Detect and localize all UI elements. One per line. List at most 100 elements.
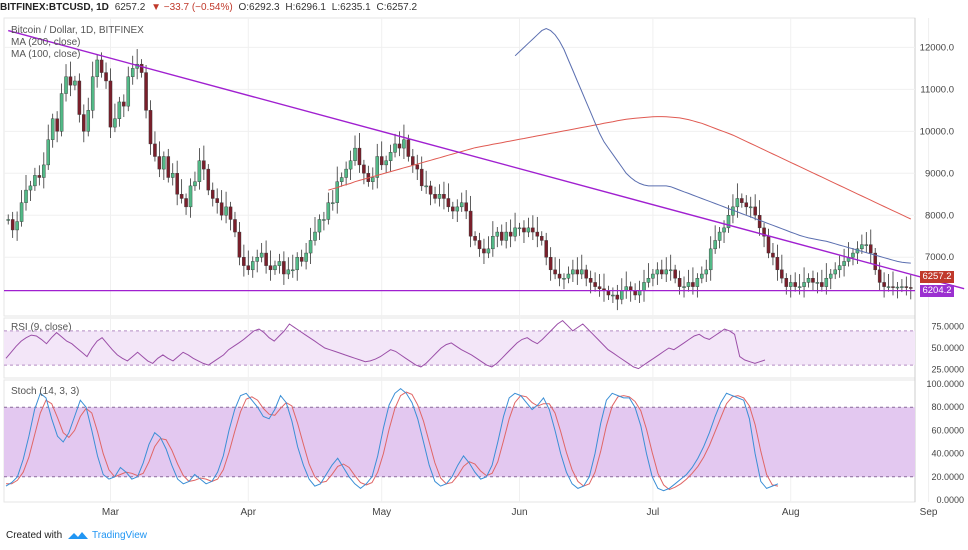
candle-body <box>286 269 291 275</box>
candle-body <box>526 227 531 233</box>
candle-body <box>482 248 486 254</box>
rsi-tick-label: 50.0000 <box>931 343 964 353</box>
price-tick-label: 11000.0 <box>920 84 954 95</box>
stoch-tick-label: 0.0000 <box>936 495 964 505</box>
candle-body <box>19 202 24 222</box>
open-value: O:6292.3 <box>238 2 280 13</box>
candle-body <box>473 236 477 241</box>
price-pane[interactable] <box>3 17 916 317</box>
candle-body <box>419 168 424 187</box>
x-tick-label: Sep <box>920 507 938 518</box>
candle-body <box>837 265 842 271</box>
candle-body <box>664 269 668 275</box>
candle-body <box>331 202 335 204</box>
candle-body <box>277 261 282 266</box>
candle-body <box>148 110 153 145</box>
candle-body <box>348 160 353 170</box>
x-tick-label: Jun <box>511 507 527 518</box>
candle-body <box>562 278 566 280</box>
tradingview-logo-icon <box>68 532 88 539</box>
candle-body <box>553 269 557 275</box>
candle-body <box>415 164 420 170</box>
candle-body <box>95 59 99 77</box>
stoch-tick-label: 60.0000 <box>931 425 964 435</box>
candle-body <box>788 282 793 287</box>
candle-body <box>660 269 664 275</box>
candle-body <box>313 231 317 241</box>
candle-body <box>197 160 202 182</box>
stoch-k-line <box>5 387 779 492</box>
candle-body <box>82 114 86 132</box>
candle-body <box>86 110 91 132</box>
support-price-tag: 6204.2 <box>920 285 954 297</box>
candle-body <box>317 219 322 233</box>
candle-body <box>833 269 837 275</box>
candle-body <box>748 206 753 209</box>
legend-ma100: MA (100, close) <box>11 49 81 60</box>
candle-body <box>860 244 864 250</box>
candle-body <box>762 227 766 237</box>
candle-body <box>882 282 886 287</box>
candle-body <box>424 185 428 188</box>
candle-body <box>224 206 228 216</box>
candle-body <box>397 143 402 149</box>
candle-body <box>513 227 517 237</box>
candle-body <box>544 240 548 258</box>
legend-title: Bitcoin / Dollar, 1D, BITFINEX <box>11 25 144 36</box>
x-tick-label: Aug <box>782 507 800 518</box>
candle-body <box>362 164 366 174</box>
candle-body <box>909 287 913 289</box>
candle-body <box>531 227 535 233</box>
stoch-tick-label: 20.0000 <box>931 472 964 482</box>
candle-body <box>775 257 780 271</box>
candle-body <box>900 286 904 288</box>
legend-stoch: Stoch (14, 3, 3) <box>11 386 80 397</box>
ma200-line <box>328 116 912 220</box>
candle-body <box>637 290 642 296</box>
candle-body <box>713 240 717 250</box>
tradingview-link[interactable]: TradingView <box>92 530 148 541</box>
candle-body <box>68 76 73 86</box>
candle-body <box>433 194 437 199</box>
candle-body <box>735 198 740 208</box>
candle-body <box>193 181 197 187</box>
candle-body <box>593 282 597 287</box>
candle-body <box>842 261 846 266</box>
candle-body <box>517 227 522 230</box>
candle-body <box>744 202 749 208</box>
candle-body <box>539 236 544 241</box>
rsi-tick-label: 75.0000 <box>931 322 964 332</box>
candle-body <box>339 177 344 182</box>
candle-body <box>486 248 491 254</box>
candle-body <box>451 206 455 212</box>
chart-canvas[interactable]: MarAprMayJunJulAugSepOct12000.011000.010… <box>0 0 968 522</box>
candle-body <box>873 252 877 271</box>
candle-body <box>77 80 82 115</box>
candle-body <box>282 261 286 275</box>
candle-body <box>548 257 553 271</box>
candle-body <box>46 139 50 166</box>
candle-body <box>117 101 122 119</box>
candle-body <box>153 143 157 157</box>
candle-body <box>55 118 59 132</box>
candle-body <box>726 215 731 229</box>
candle-body <box>264 252 268 266</box>
candle-body <box>259 252 264 258</box>
candle-body <box>344 168 348 178</box>
price-change: ▼ −33.7 (−0.54%) <box>151 2 233 13</box>
legend-rsi: RSI (9, close) <box>11 322 72 333</box>
candle-body <box>388 152 393 161</box>
candle-body <box>446 198 451 208</box>
candle-body <box>170 173 175 178</box>
candle-body <box>877 269 882 283</box>
candle-body <box>704 269 709 275</box>
high-value: H:6296.1 <box>285 2 326 13</box>
candle-body <box>824 278 829 287</box>
candle-body <box>122 101 126 107</box>
candle-body <box>468 210 473 237</box>
candle-body <box>268 265 273 271</box>
candle-body <box>166 156 171 178</box>
candle-body <box>442 194 446 199</box>
candle-body <box>64 76 68 94</box>
candle-body <box>686 282 691 287</box>
